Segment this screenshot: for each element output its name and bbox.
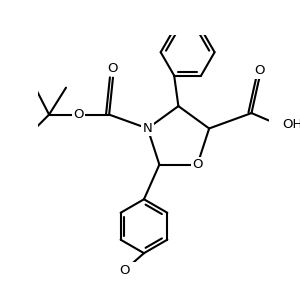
Text: O: O xyxy=(73,108,84,121)
Text: O: O xyxy=(119,264,130,277)
Text: N: N xyxy=(143,122,152,135)
Text: O: O xyxy=(192,158,202,171)
Text: O: O xyxy=(254,64,264,77)
Text: OH: OH xyxy=(282,118,300,131)
Text: O: O xyxy=(108,62,118,75)
